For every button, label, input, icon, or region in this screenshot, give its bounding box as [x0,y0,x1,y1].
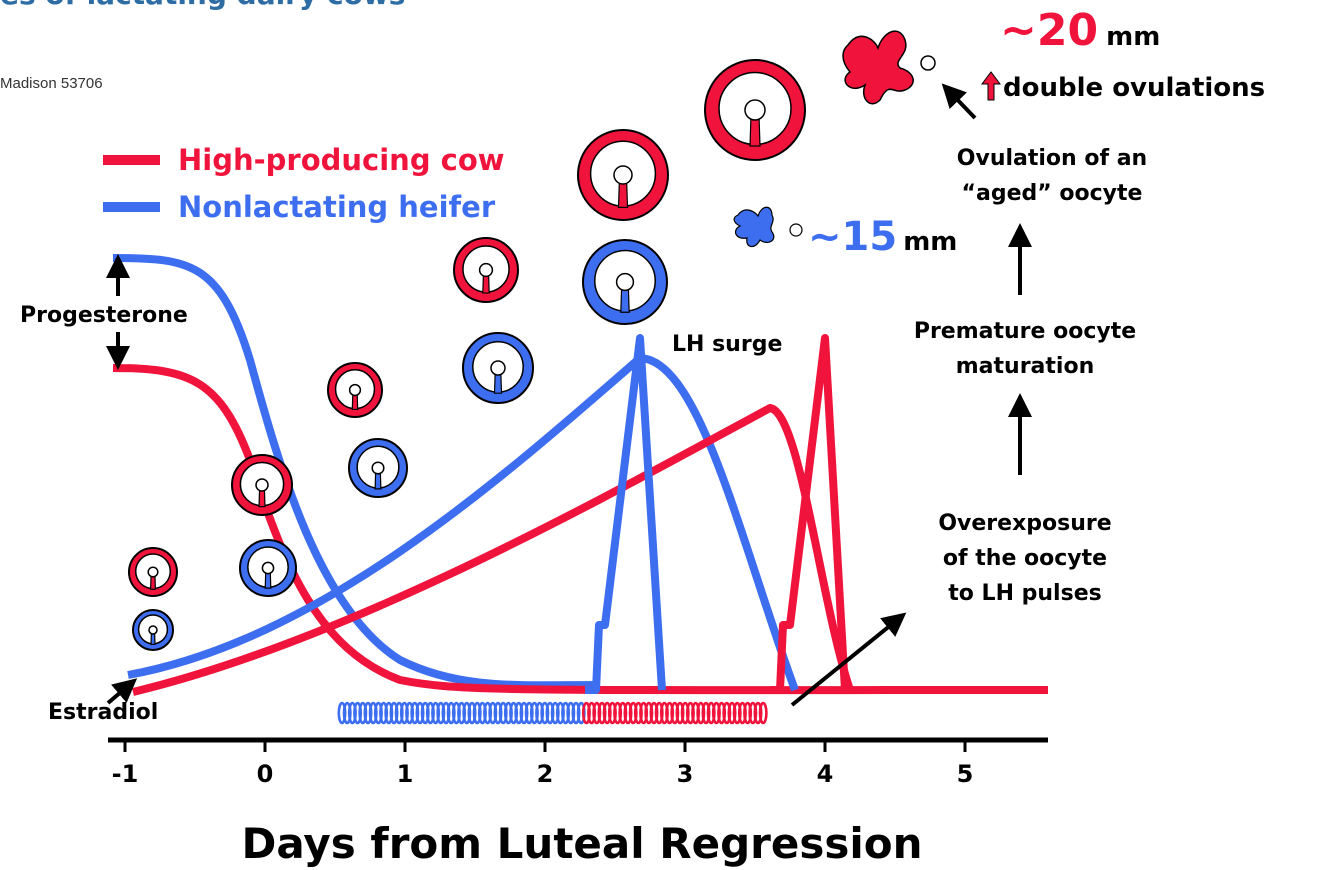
follicle [349,439,407,497]
oocyte [256,479,268,491]
size-value: ~20 [1000,5,1098,56]
follicle [583,240,667,324]
corpus-luteum-heifer [734,207,774,246]
follicle [232,455,292,515]
double-ovulations: double ovulations [1003,73,1265,103]
legend-label: Nonlactating heifer [178,190,496,224]
legend-label: High-producing cow [178,143,505,177]
estradiol-cow [133,408,850,692]
estradiol-label: Estradiol [48,700,158,725]
follicle [133,610,173,650]
oocyte [262,562,273,573]
step-text: Ovulation of an [957,146,1147,171]
oocyte [491,361,505,375]
step-text: Premature oocyte [914,319,1136,344]
corpus-luteum-cow [843,31,913,104]
oocyte [148,567,158,577]
lh-pulses [339,703,767,723]
oocyte [614,166,632,184]
follicle [328,363,382,417]
follicle [129,548,177,596]
step-text: maturation [956,354,1094,379]
lh-surge-label: LH surge [672,332,782,357]
title-fragment: es of lactating dairy cows [0,0,405,11]
arrow [950,92,975,118]
follicle [240,540,296,596]
x-tick-label: 3 [677,760,694,788]
size-value: ~15 [808,214,897,260]
x-tick-label: 5 [957,760,974,788]
size-tilde: ~20 mm [1000,5,1160,56]
x-axis-title: Days from Luteal Regression [242,819,923,868]
oocyte [149,626,157,634]
oocyte [921,56,935,70]
follicle [463,333,533,403]
diagram: es of lactating dairy cows Madison 53706… [0,0,1318,870]
oocyte [745,100,765,120]
progesterone-cow [113,368,1048,690]
step-text: “aged” oocyte [962,181,1143,206]
x-ticks: -1 0 1 2 3 4 5 [112,740,974,788]
x-tick-label: 1 [397,760,414,788]
oocyte [350,385,361,396]
x-tick-label: 0 [257,760,274,788]
oocyte [480,264,493,277]
x-tick-label: 4 [817,760,834,788]
step-text: Overexposure [938,511,1111,536]
progesterone-label: Progesterone [20,303,188,328]
x-tick-label: 2 [537,760,554,788]
oocyte [617,274,634,291]
follicle [578,130,668,220]
oocyte [790,224,802,236]
oocyte [372,462,384,474]
step-text: to LH pulses [948,581,1101,606]
follicle [705,60,805,160]
size-unit: mm [903,227,957,257]
increase-arrow [982,72,1000,100]
x-tick-label: -1 [112,760,139,788]
pulse-coil [760,703,766,723]
follicle [454,238,518,302]
size-unit: mm [1106,22,1160,52]
step-text: of the oocyte [943,546,1107,571]
address: Madison 53706 [0,75,103,92]
